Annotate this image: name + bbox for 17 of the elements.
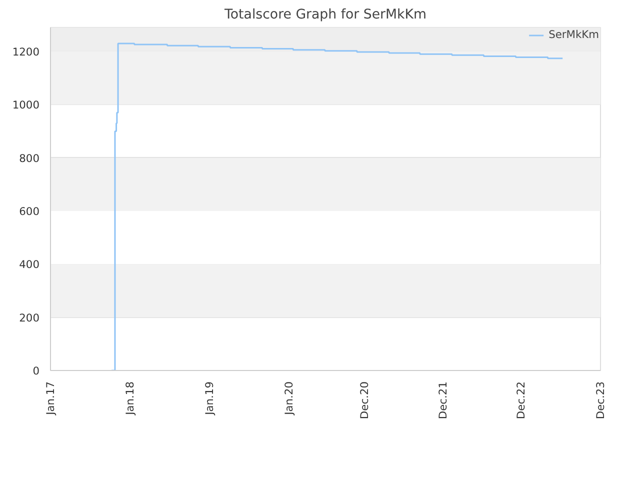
- x-tick-label: Jan.19: [203, 381, 216, 416]
- x-tick-label: Jan.20: [282, 381, 296, 416]
- y-tick-label: 200: [19, 311, 40, 324]
- y-tick-label: 0: [32, 364, 40, 378]
- x-tick-label: Jan.17: [44, 382, 57, 416]
- y-tick-label: 1000: [12, 98, 40, 112]
- chart-title: Totalscore Graph for SerMkKm: [224, 8, 426, 22]
- y-tick-label: 400: [19, 258, 40, 272]
- x-tick-label: Dec.23: [594, 381, 607, 420]
- legend-label: SerMkKm: [548, 28, 599, 41]
- x-tick-label: Dec.20: [358, 381, 371, 420]
- x-tick-label: Jan.18: [124, 381, 137, 416]
- x-tick-label: Dec.22: [514, 381, 528, 420]
- x-tick-label: Dec.21: [436, 381, 450, 420]
- y-tick-label: 600: [19, 204, 40, 218]
- y-tick-label: 1200: [12, 45, 40, 58]
- y-tick-label: 800: [19, 152, 40, 165]
